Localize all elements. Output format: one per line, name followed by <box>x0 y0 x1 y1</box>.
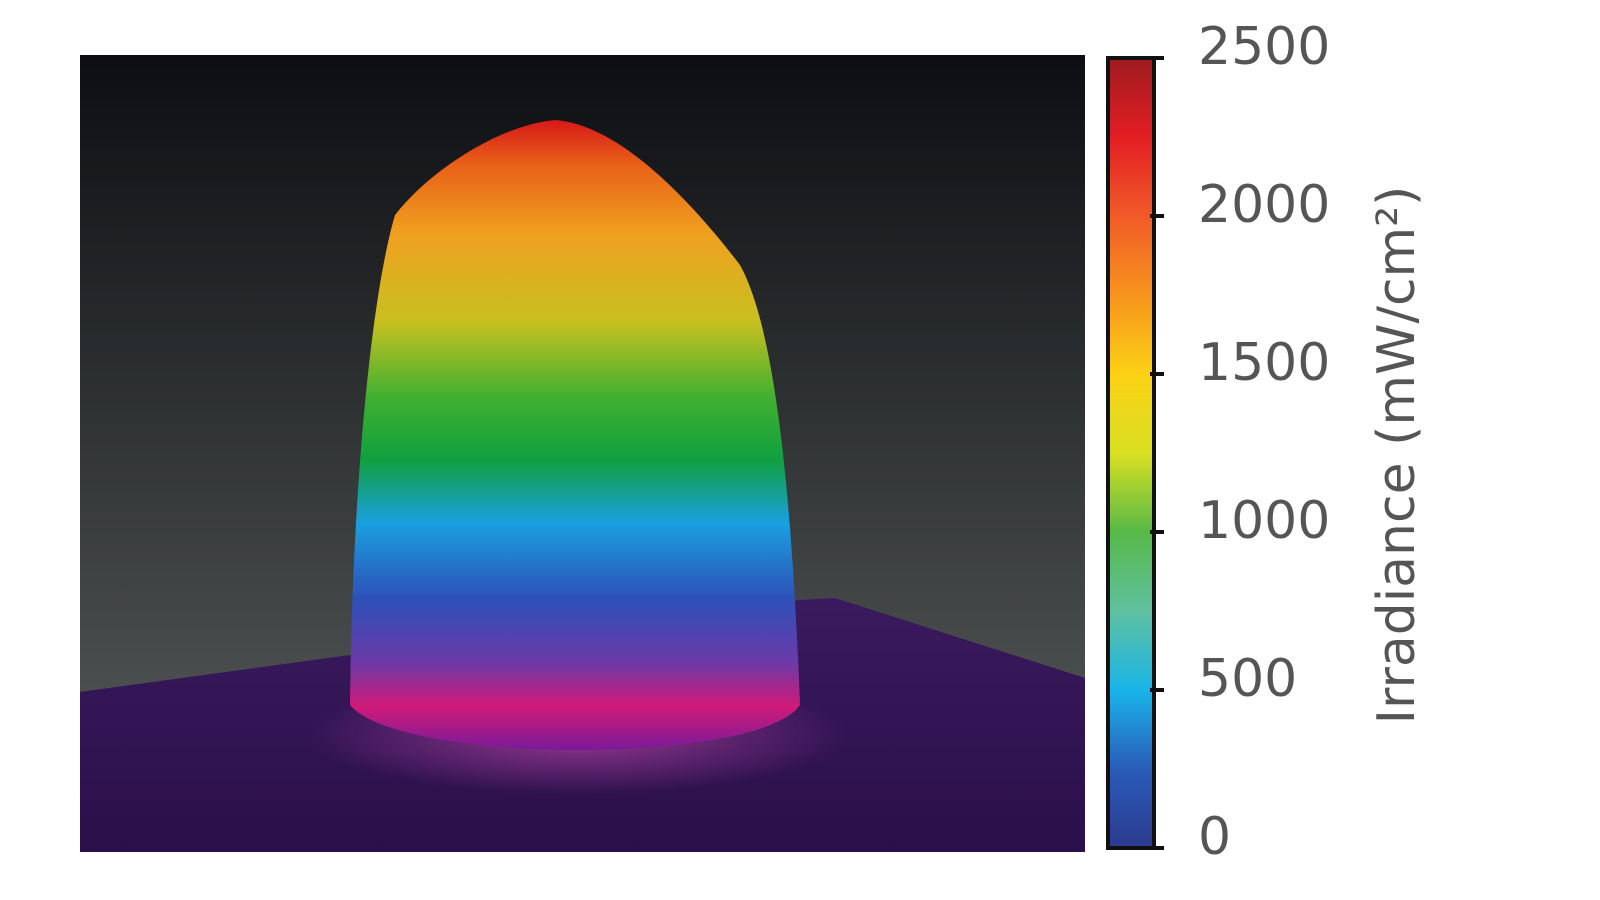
beam-profile <box>350 120 800 750</box>
tick-label: 2000 <box>1198 175 1330 235</box>
tick-label: 500 <box>1198 649 1297 709</box>
colorbar-label: Irradiance (mW/cm²) <box>1367 186 1427 725</box>
surface-image <box>80 55 1085 852</box>
tick-label: 1000 <box>1198 491 1330 551</box>
colorbar <box>1106 56 1156 850</box>
tick-label: 2500 <box>1198 17 1330 77</box>
tick-label: 0 <box>1198 807 1231 867</box>
tick-label: 1500 <box>1198 333 1330 393</box>
